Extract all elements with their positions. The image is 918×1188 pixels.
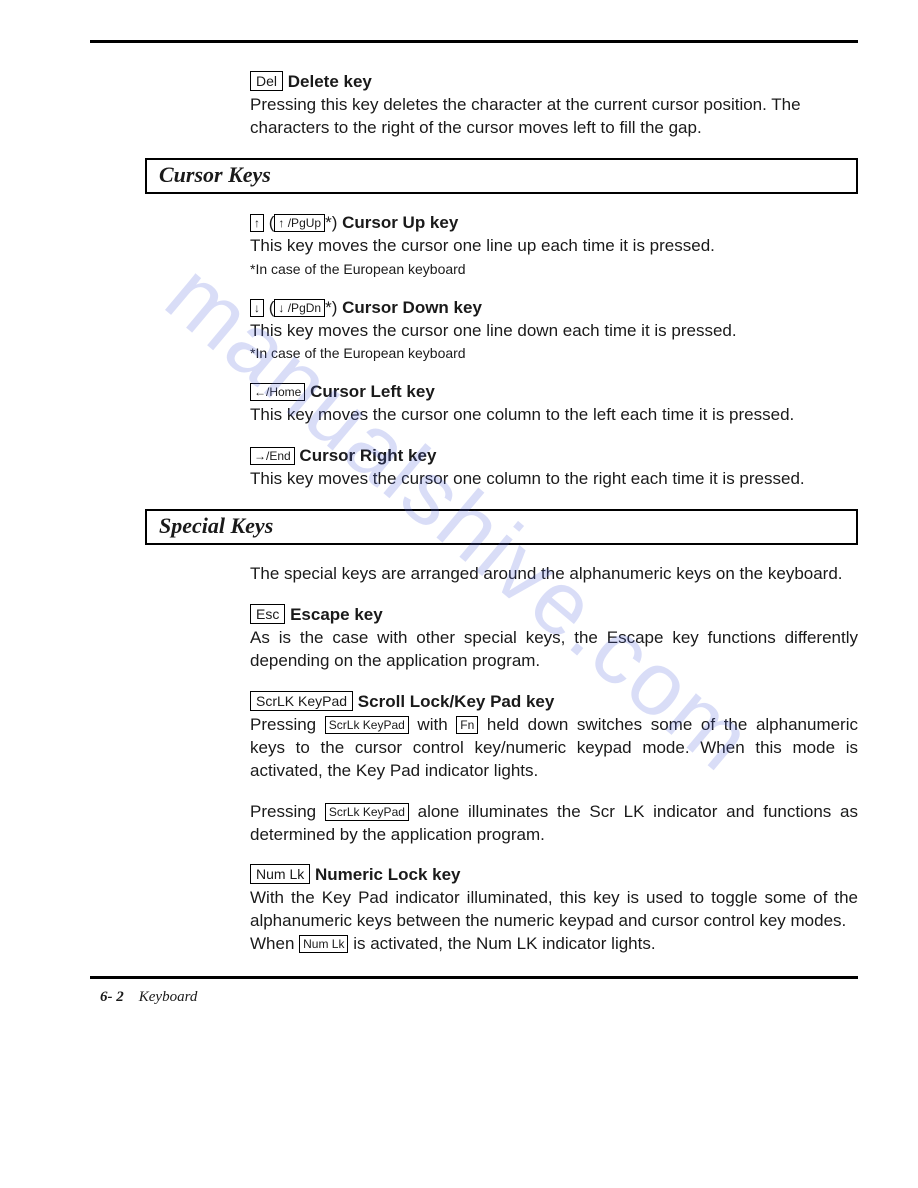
numlk-p2a: When: [250, 934, 299, 953]
page-footer: 6- 2 Keyboard: [100, 989, 858, 1006]
scrlk-p1a: Pressing: [250, 715, 325, 734]
up-star: *: [325, 213, 332, 232]
cursor-up-body: This key moves the cursor one line up ea…: [250, 236, 715, 255]
down-keycap-1: ↓: [250, 299, 264, 317]
up-keycap-2: ↑ /PgUp: [274, 214, 325, 232]
numlk-inline-key: Num Lk: [299, 935, 348, 953]
esc-title: Escape key: [290, 605, 383, 624]
bottom-rule: [90, 976, 858, 979]
del-title: Delete key: [288, 72, 372, 91]
esc-block: Esc Escape key As is the case with other…: [250, 604, 858, 673]
scrlk-p2a: Pressing: [250, 802, 325, 821]
up-keycap-1: ↑: [250, 214, 264, 232]
cursor-right-title: Cursor Right key: [299, 446, 436, 465]
cursor-down-body: This key moves the cursor one line down …: [250, 321, 737, 340]
top-rule: [90, 40, 858, 43]
scrlk-title: Scroll Lock/Key Pad key: [358, 692, 555, 711]
cursor-left-title: Cursor Left key: [310, 382, 435, 401]
scrlk-inline-key2: ScrLk KeyPad: [325, 803, 409, 821]
manual-page: manualshive.com Del Delete key Pressing …: [0, 0, 918, 1036]
page-number: 6- 2: [100, 989, 124, 1005]
numlk-title: Numeric Lock key: [315, 865, 461, 884]
scrlk-block-2: Pressing ScrLk KeyPad alone illuminates …: [250, 801, 858, 847]
del-block: Del Delete key Pressing this key deletes…: [250, 71, 858, 140]
scrlk-inline-key1: ScrLk KeyPad: [325, 716, 409, 734]
section-cursor-keys: Cursor Keys: [145, 158, 858, 194]
scrlk-keycap: ScrLK KeyPad: [250, 691, 353, 711]
special-intro: The special keys are arranged around the…: [250, 563, 858, 586]
cursor-down-title: Cursor Down key: [342, 298, 482, 317]
cursor-up-note: *In case of the European keyboard: [250, 260, 858, 279]
footer-section: Keyboard: [139, 989, 198, 1005]
del-body: Pressing this key deletes the character …: [250, 95, 801, 137]
numlk-p1: With the Key Pad indicator illuminated, …: [250, 888, 858, 930]
down-keycap-2: ↓ /PgDn: [274, 299, 325, 317]
left-keycap: ←/Home: [250, 383, 305, 401]
cursor-right-block: →/End Cursor Right key This key moves th…: [250, 445, 858, 491]
section-special-keys: Special Keys: [145, 509, 858, 545]
numlk-block: Num Lk Numeric Lock key With the Key Pad…: [250, 864, 858, 956]
esc-body: As is the case with other special keys, …: [250, 628, 858, 670]
right-keycap: →/End: [250, 447, 295, 465]
down-star: *: [325, 298, 332, 317]
numlk-keycap: Num Lk: [250, 864, 310, 884]
scrlk-p1b: with: [409, 715, 456, 734]
cursor-up-title: Cursor Up key: [342, 213, 458, 232]
del-keycap: Del: [250, 71, 283, 91]
scrlk-block: ScrLK KeyPad Scroll Lock/Key Pad key Pre…: [250, 691, 858, 783]
cursor-left-body: This key moves the cursor one column to …: [250, 405, 794, 424]
numlk-p2b: is activated, the Num LK indicator light…: [348, 934, 655, 953]
cursor-up-block: ↑ (↑ /PgUp*) Cursor Up key This key move…: [250, 212, 858, 279]
cursor-left-block: ←/Home Cursor Left key This key moves th…: [250, 381, 858, 427]
cursor-down-note: *In case of the European keyboard: [250, 344, 858, 363]
fn-keycap: Fn: [456, 716, 478, 734]
cursor-down-block: ↓ (↓ /PgDn*) Cursor Down key This key mo…: [250, 297, 858, 364]
esc-keycap: Esc: [250, 604, 285, 624]
cursor-right-body: This key moves the cursor one column to …: [250, 469, 805, 488]
